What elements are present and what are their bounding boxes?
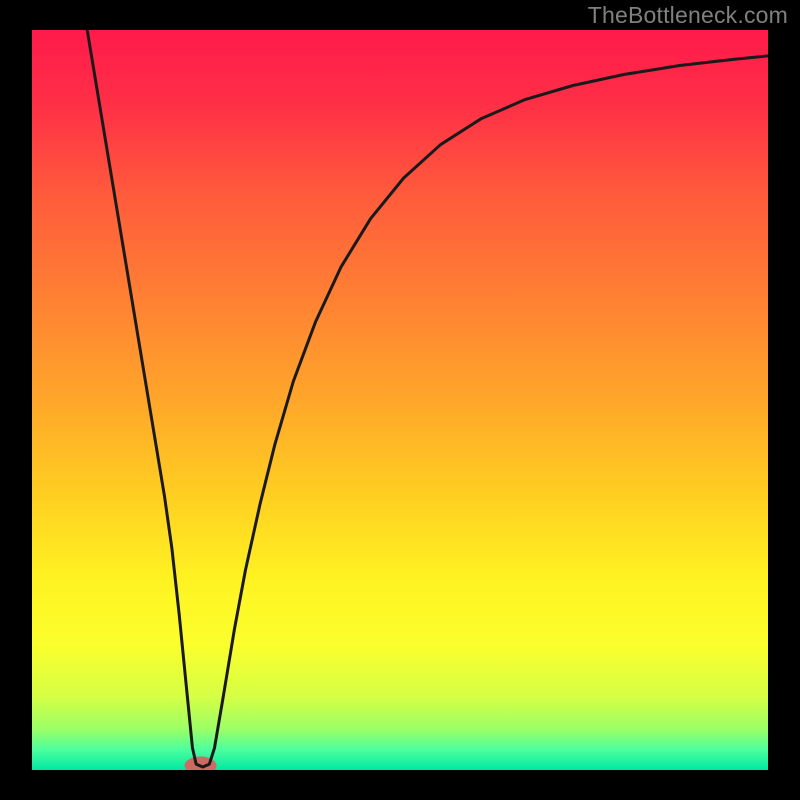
chart-frame: TheBottleneck.com [0,0,800,800]
plot-area [32,30,768,775]
gradient-background [32,30,768,770]
bottleneck-chart [0,0,800,800]
